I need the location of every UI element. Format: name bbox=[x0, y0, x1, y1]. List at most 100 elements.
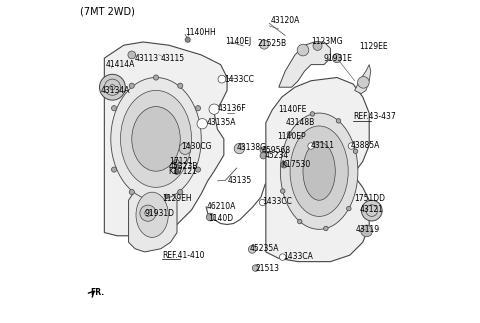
Circle shape bbox=[324, 226, 328, 231]
Text: 43113: 43113 bbox=[135, 54, 159, 63]
Text: 1433CC: 1433CC bbox=[263, 197, 292, 206]
Circle shape bbox=[140, 205, 156, 221]
Circle shape bbox=[347, 206, 351, 211]
Circle shape bbox=[174, 164, 179, 170]
Text: 43115: 43115 bbox=[161, 54, 185, 63]
Text: 43120A: 43120A bbox=[271, 16, 300, 26]
Ellipse shape bbox=[280, 113, 358, 229]
Circle shape bbox=[361, 200, 382, 221]
Text: 1140FE: 1140FE bbox=[278, 105, 307, 114]
Circle shape bbox=[195, 106, 201, 111]
Circle shape bbox=[260, 152, 266, 159]
Text: 43135: 43135 bbox=[228, 176, 252, 185]
Text: 1140D: 1140D bbox=[209, 214, 234, 223]
Text: (7MT 2WD): (7MT 2WD) bbox=[80, 6, 135, 16]
Circle shape bbox=[165, 194, 168, 198]
Circle shape bbox=[174, 160, 179, 165]
Polygon shape bbox=[129, 184, 177, 252]
Text: 46210A: 46210A bbox=[206, 202, 236, 211]
Text: 43138G: 43138G bbox=[237, 143, 267, 152]
Ellipse shape bbox=[132, 107, 180, 171]
Text: 43134A: 43134A bbox=[100, 86, 130, 95]
Text: 91931E: 91931E bbox=[324, 54, 353, 63]
Text: 1433CA: 1433CA bbox=[284, 252, 313, 261]
Circle shape bbox=[248, 245, 256, 253]
Circle shape bbox=[218, 75, 226, 83]
Text: K17121: K17121 bbox=[168, 167, 197, 176]
Circle shape bbox=[358, 77, 369, 88]
Circle shape bbox=[298, 219, 302, 224]
Circle shape bbox=[185, 37, 190, 42]
Ellipse shape bbox=[136, 192, 168, 237]
Circle shape bbox=[279, 254, 286, 260]
Circle shape bbox=[206, 213, 214, 221]
Text: 43148B: 43148B bbox=[285, 118, 314, 127]
Circle shape bbox=[197, 119, 207, 129]
Circle shape bbox=[348, 143, 355, 149]
Polygon shape bbox=[104, 42, 227, 236]
Text: 1140EJ: 1140EJ bbox=[226, 37, 252, 47]
Text: 21525B: 21525B bbox=[258, 39, 287, 48]
Text: 1430CG: 1430CG bbox=[181, 142, 212, 151]
Text: 459568: 459568 bbox=[262, 146, 291, 155]
Text: 45235A: 45235A bbox=[250, 244, 279, 253]
Circle shape bbox=[99, 74, 125, 100]
Polygon shape bbox=[355, 65, 371, 94]
Text: 91931D: 91931D bbox=[144, 209, 175, 218]
Text: 43136F: 43136F bbox=[217, 104, 246, 113]
Ellipse shape bbox=[303, 142, 336, 200]
Text: 1140EP: 1140EP bbox=[277, 132, 306, 141]
Text: REF.43-437: REF.43-437 bbox=[353, 112, 396, 121]
Circle shape bbox=[361, 225, 372, 237]
Ellipse shape bbox=[290, 126, 348, 216]
Circle shape bbox=[111, 106, 117, 111]
Circle shape bbox=[179, 143, 191, 154]
Text: 43111: 43111 bbox=[311, 141, 335, 150]
Text: 1433CC: 1433CC bbox=[224, 75, 254, 84]
Text: 1129EE: 1129EE bbox=[360, 42, 388, 51]
Text: 45323B: 45323B bbox=[168, 162, 198, 171]
Text: 1129EH: 1129EH bbox=[162, 194, 192, 203]
Text: 43121: 43121 bbox=[360, 205, 384, 214]
Circle shape bbox=[281, 162, 287, 168]
Polygon shape bbox=[279, 42, 330, 87]
Circle shape bbox=[154, 198, 158, 203]
Ellipse shape bbox=[120, 90, 192, 187]
Circle shape bbox=[287, 131, 292, 136]
Text: FR.: FR. bbox=[90, 288, 104, 297]
Text: 1140HH: 1140HH bbox=[185, 28, 216, 37]
Circle shape bbox=[195, 167, 201, 172]
Text: 45234: 45234 bbox=[264, 151, 288, 160]
Circle shape bbox=[154, 75, 158, 80]
Text: 1123MG: 1123MG bbox=[311, 37, 343, 47]
Circle shape bbox=[260, 40, 269, 49]
Circle shape bbox=[313, 41, 322, 50]
Circle shape bbox=[128, 51, 136, 59]
Circle shape bbox=[308, 143, 314, 149]
Text: REF.41-410: REF.41-410 bbox=[162, 251, 204, 260]
Text: 43119: 43119 bbox=[356, 225, 380, 234]
Text: 43135A: 43135A bbox=[207, 118, 237, 127]
Circle shape bbox=[234, 143, 244, 154]
Circle shape bbox=[260, 147, 266, 153]
Circle shape bbox=[178, 83, 183, 88]
Text: 43885A: 43885A bbox=[350, 141, 380, 151]
Text: 1751DD: 1751DD bbox=[355, 194, 385, 203]
Circle shape bbox=[336, 119, 341, 123]
Circle shape bbox=[209, 104, 219, 114]
Circle shape bbox=[310, 112, 315, 116]
Circle shape bbox=[297, 44, 309, 56]
Circle shape bbox=[178, 190, 183, 195]
Circle shape bbox=[174, 169, 179, 174]
Text: 17121: 17121 bbox=[169, 157, 193, 166]
Circle shape bbox=[259, 199, 266, 206]
Polygon shape bbox=[266, 78, 369, 262]
Circle shape bbox=[129, 190, 134, 195]
Circle shape bbox=[353, 149, 358, 153]
Circle shape bbox=[252, 265, 259, 271]
Circle shape bbox=[129, 83, 134, 88]
Circle shape bbox=[280, 189, 285, 193]
Circle shape bbox=[111, 167, 117, 172]
Text: 21513: 21513 bbox=[255, 264, 279, 273]
Text: 41414A: 41414A bbox=[106, 60, 135, 69]
